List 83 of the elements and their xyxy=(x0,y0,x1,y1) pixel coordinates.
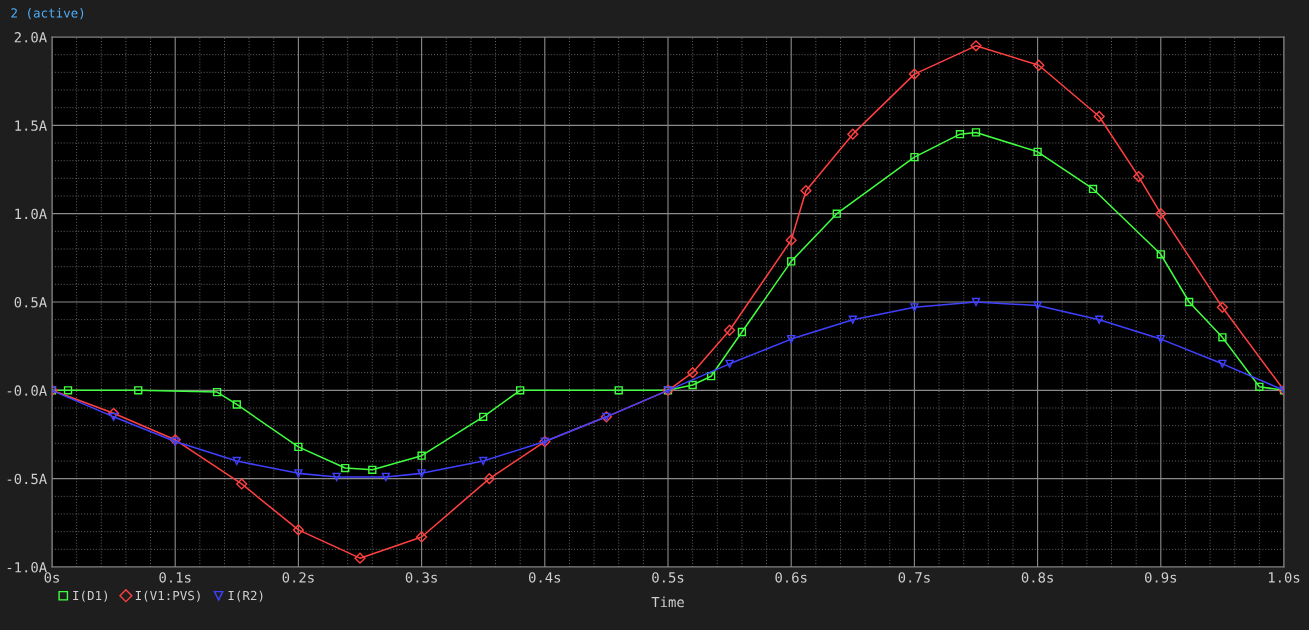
point xyxy=(847,128,859,140)
point xyxy=(292,524,305,536)
x-tick-label: 0.4s xyxy=(528,572,561,583)
x-tick-label: 0.3s xyxy=(405,572,437,583)
point xyxy=(832,209,841,218)
point xyxy=(212,387,222,397)
point xyxy=(479,412,488,422)
point xyxy=(787,334,796,344)
point xyxy=(236,478,248,490)
x-tick-label: 0.8s xyxy=(1021,572,1053,583)
x-tick-label: 0.2s xyxy=(282,572,314,583)
legend-label: I(D1) xyxy=(73,590,108,602)
point xyxy=(787,257,796,266)
point xyxy=(1093,110,1105,123)
y-tick-label: 1.5A xyxy=(15,120,47,131)
point xyxy=(971,128,981,137)
x-tick-label: 0.9s xyxy=(1144,572,1177,583)
point xyxy=(107,407,120,419)
x-tick-label: 0.1s xyxy=(159,572,191,583)
point xyxy=(1033,59,1045,71)
x-tick-label: 0.5s xyxy=(652,572,684,583)
point xyxy=(687,367,699,379)
point xyxy=(341,463,350,473)
x-axis-title: Time xyxy=(651,596,684,608)
point xyxy=(417,469,426,478)
text: 2 (active) xyxy=(11,7,84,20)
point xyxy=(848,315,857,324)
y-tick-label: -1.0A xyxy=(7,562,47,573)
point xyxy=(1218,333,1227,342)
point xyxy=(1218,359,1227,369)
point xyxy=(368,465,377,475)
line-series xyxy=(52,40,1284,564)
point xyxy=(294,442,303,452)
x-tick-label: 1.0s xyxy=(1268,572,1300,583)
point xyxy=(688,380,697,390)
x-tick-label: 0.7s xyxy=(898,572,930,583)
point xyxy=(785,234,797,246)
point xyxy=(955,129,965,139)
point xyxy=(1095,315,1104,324)
point xyxy=(294,469,303,478)
point xyxy=(1133,170,1145,183)
point xyxy=(1156,334,1165,344)
point xyxy=(417,451,426,460)
point xyxy=(1088,184,1098,194)
point xyxy=(483,473,495,485)
point xyxy=(908,68,921,80)
point xyxy=(910,152,919,162)
point xyxy=(134,386,143,395)
point xyxy=(332,472,341,482)
point xyxy=(1155,208,1167,220)
point xyxy=(1216,301,1229,313)
point xyxy=(1156,250,1165,259)
point xyxy=(723,324,736,336)
point xyxy=(515,386,525,395)
point xyxy=(232,456,241,466)
y-tick-label: -0.5A xyxy=(7,473,47,485)
y-tick-label: 1.0A xyxy=(15,208,47,220)
point xyxy=(479,456,488,466)
point xyxy=(232,400,241,409)
point xyxy=(109,412,118,422)
y-tick-label: 2.0A xyxy=(14,32,47,43)
point xyxy=(1033,301,1042,310)
x-tick-label: 0.6s xyxy=(775,572,807,583)
point xyxy=(737,327,747,337)
point xyxy=(1033,147,1042,157)
point xyxy=(381,472,391,482)
point xyxy=(725,359,734,369)
point xyxy=(1255,382,1264,391)
y-tick-label: 0.5A xyxy=(14,297,47,308)
point xyxy=(910,303,919,312)
point xyxy=(614,386,623,395)
legend-label: I(V1:PVS) xyxy=(135,590,200,602)
legend-label: I(R2) xyxy=(228,590,263,602)
y-tick-label: -0.0A xyxy=(7,385,47,396)
point xyxy=(354,552,366,564)
point xyxy=(63,386,73,395)
point xyxy=(415,531,428,543)
point xyxy=(970,40,982,52)
point xyxy=(706,372,716,381)
x-tick-label: 0s xyxy=(44,572,59,583)
point xyxy=(800,185,812,197)
point xyxy=(1184,297,1194,307)
point xyxy=(971,297,981,307)
